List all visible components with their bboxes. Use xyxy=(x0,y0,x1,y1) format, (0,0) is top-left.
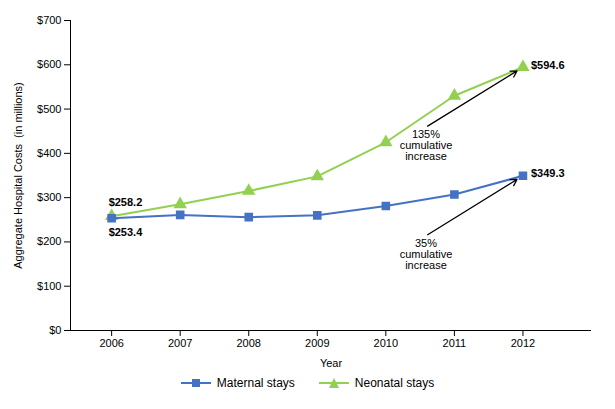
svg-text:$594.6: $594.6 xyxy=(531,59,565,71)
svg-text:2010: 2010 xyxy=(374,337,398,349)
svg-text:2008: 2008 xyxy=(236,337,260,349)
svg-text:$600: $600 xyxy=(37,58,61,70)
svg-text:$258.2: $258.2 xyxy=(109,196,143,208)
svg-text:2009: 2009 xyxy=(305,337,329,349)
svg-text:35%cumulativeincrease: 35%cumulativeincrease xyxy=(400,237,453,271)
svg-text:$349.3: $349.3 xyxy=(531,167,565,179)
svg-text:2012: 2012 xyxy=(511,337,535,349)
svg-text:2006: 2006 xyxy=(99,337,123,349)
svg-text:135%cumulativeincrease: 135%cumulativeincrease xyxy=(400,128,453,162)
svg-text:$500: $500 xyxy=(37,103,61,115)
svg-text:$400: $400 xyxy=(37,147,61,159)
svg-text:$700: $700 xyxy=(37,14,61,26)
svg-text:2011: 2011 xyxy=(443,337,467,349)
svg-text:2007: 2007 xyxy=(168,337,192,349)
svg-text:$0: $0 xyxy=(49,324,61,336)
svg-text:$253.4: $253.4 xyxy=(109,226,144,238)
svg-text:$100: $100 xyxy=(37,280,61,292)
svg-text:Aggregate Hospital Costs (in: Aggregate Hospital Costs (in millions) xyxy=(12,82,24,268)
svg-text:$200: $200 xyxy=(37,235,61,247)
html-text:Neonatal stays: Neonatal stays xyxy=(354,376,435,390)
svg-text:Year: Year xyxy=(320,357,343,369)
svg-text:$300: $300 xyxy=(37,191,61,203)
html-text:Maternal stays: Maternal stays xyxy=(216,376,295,390)
